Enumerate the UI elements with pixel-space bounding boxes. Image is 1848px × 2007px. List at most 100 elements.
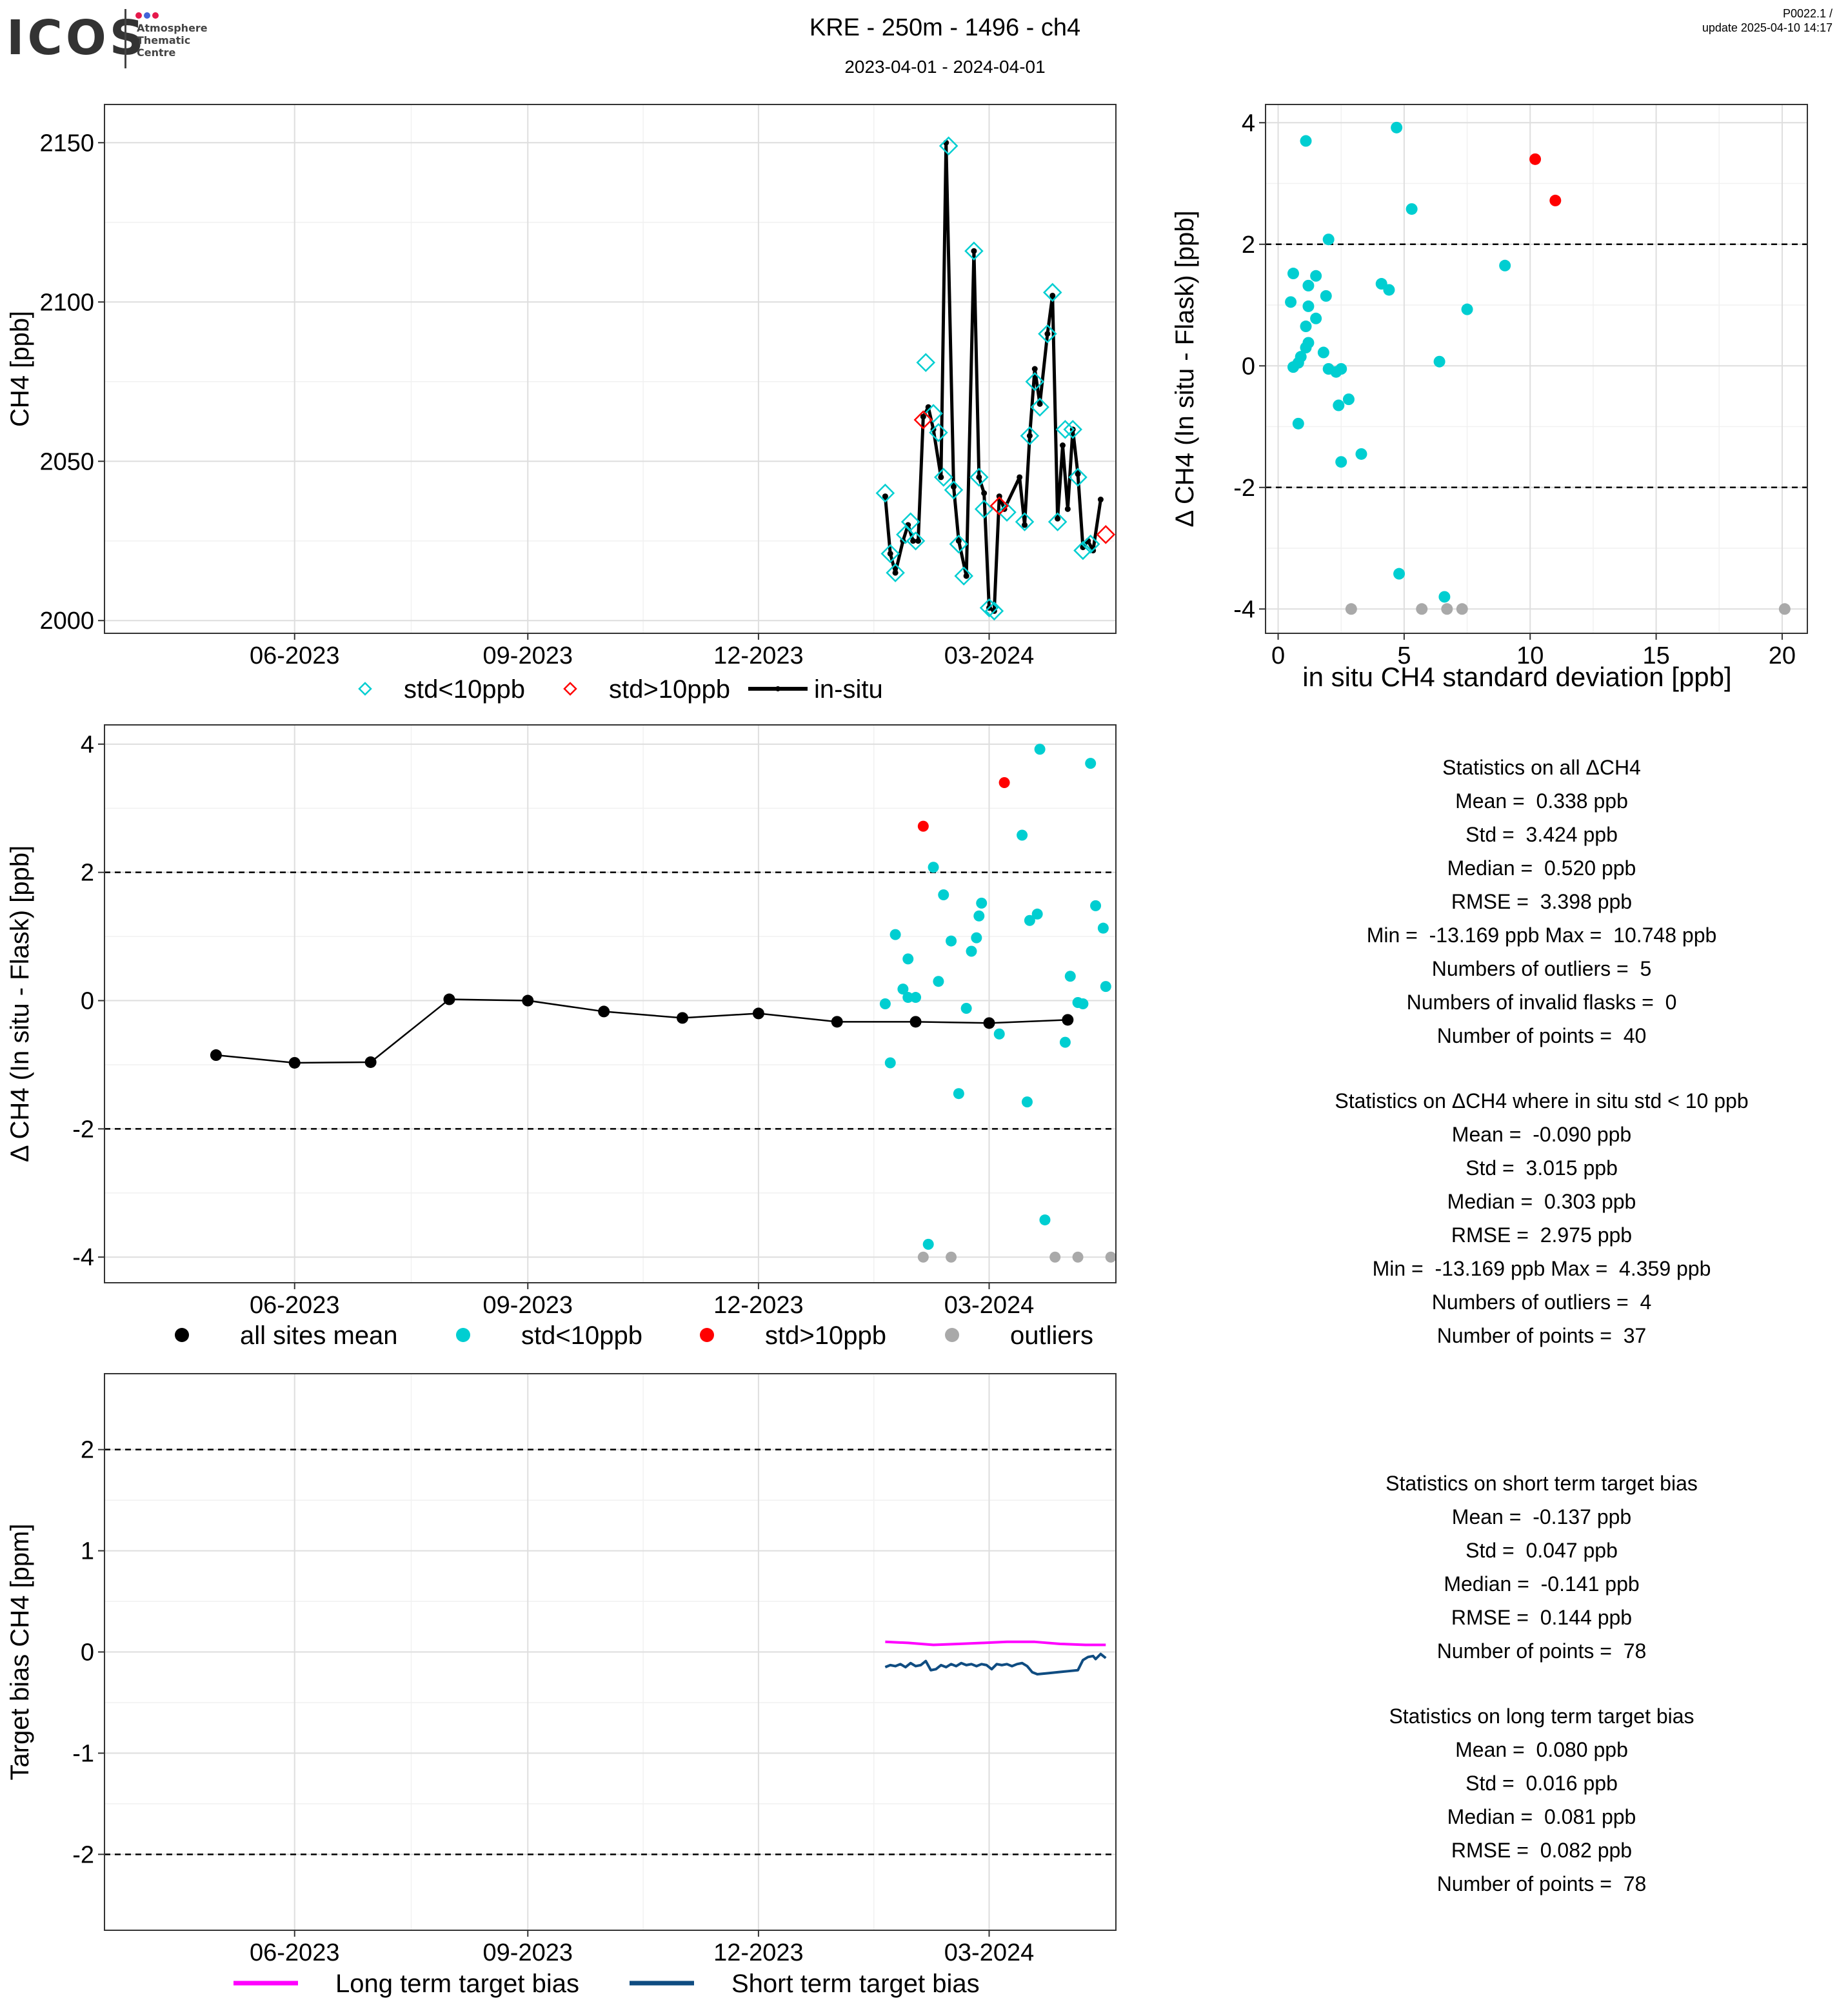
scatter-std-lt10-point: [1285, 296, 1297, 308]
flask-std-lt10-marker: [1073, 540, 1093, 560]
delta-std-lt10-point: [953, 1088, 964, 1100]
logo-subtitle: Atmosphere Thematic Centre: [137, 22, 208, 59]
delta-ts-x-tick-label: 03-2024: [944, 1292, 1034, 1319]
scatter-outlier-point: [1778, 603, 1791, 615]
insitu-point: [955, 538, 962, 544]
legend-mean-symbol: [175, 1328, 189, 1342]
all-sites-mean-point: [210, 1049, 222, 1062]
target-y-tick-label: 0: [81, 1639, 94, 1666]
legend-long-term-label: Long term target bias: [335, 1970, 579, 1998]
stats-rmse: RMSE = 0.082 ppb: [1451, 1839, 1633, 1862]
flask-std-lt10-marker: [984, 601, 1004, 621]
delta-std-lt10-point: [1100, 981, 1111, 993]
ch4-ts-x-tick-label: 09-2023: [483, 642, 573, 669]
stats-invalid: Numbers of invalid flasks = 0: [1406, 991, 1677, 1014]
insitu-point: [1055, 515, 1061, 522]
scatter-std-gt10-point: [1529, 153, 1542, 165]
insitu-point: [996, 493, 1002, 500]
scatter-x-tick-label: 0: [1271, 642, 1285, 669]
scatter-std-lt10-point: [1383, 284, 1395, 296]
insitu-point: [976, 474, 982, 480]
flask-std-lt10-marker: [886, 563, 905, 582]
long-term-bias-line: [885, 1640, 1106, 1646]
delta-std-lt10-point: [1064, 971, 1076, 982]
stats-all-delta: Statistics on all ΔCH4 Mean = 0.338 ppb …: [1219, 751, 1848, 1053]
flask-std-lt10-marker: [929, 423, 948, 442]
flask-std-lt10-marker: [1055, 420, 1075, 439]
stats-points: Number of points = 78: [1436, 1872, 1647, 1895]
scatter-std-lt10-point: [1300, 321, 1312, 333]
flask-std-lt10-marker: [1020, 426, 1040, 446]
insitu-point: [1037, 400, 1043, 407]
stats-points: Number of points = 78: [1436, 1639, 1647, 1663]
flask-std-lt10-marker: [944, 480, 964, 500]
delta-ts-x-tick-label: 12-2023: [713, 1292, 803, 1319]
ch4-ts-y-axis-label: CH4 [ppb]: [6, 311, 34, 427]
icos-logo: ICOS: [6, 10, 148, 66]
delta-ts-y-axis-label: Δ CH4 (In situ - Flask) [ppb]: [6, 845, 34, 1162]
short-term-bias-line: [884, 1652, 1107, 1676]
delta-std-gt10-point: [917, 820, 929, 832]
page-subtitle: 2023-04-01 - 2024-04-01: [844, 57, 1046, 77]
scatter-std-lt10-point: [1322, 233, 1335, 246]
scatter-y-tick-label: 2: [1242, 232, 1255, 259]
target-x-tick-label: 09-2023: [483, 1939, 573, 1966]
legend-std-lt10-label: std<10ppb: [521, 1321, 642, 1350]
delta-std-lt10-point: [897, 984, 909, 995]
stats-outliers: Numbers of outliers = 5: [1431, 957, 1652, 980]
flask-std-lt10-marker: [916, 353, 936, 372]
delta-std-lt10-point: [1077, 998, 1089, 1009]
target-y-tick-label: 1: [81, 1538, 94, 1565]
ch4-ts-y-tick-label: 2050: [39, 448, 94, 475]
logo-dot: [152, 12, 159, 19]
scatter-std-lt10-point: [1317, 346, 1329, 359]
flask-std-lt10-marker: [1068, 468, 1088, 487]
scatter-std-lt10-point: [1355, 448, 1367, 460]
scatter-std-lt10-point: [1406, 203, 1418, 215]
insitu-point: [1097, 497, 1104, 503]
stats-std: Std = 3.015 ppb: [1465, 1156, 1618, 1180]
stats-median: Median = 0.520 ppb: [1447, 856, 1636, 880]
insitu-point: [892, 569, 899, 576]
legend-std-lt10-label: std<10ppb: [404, 675, 525, 704]
delta-outlier-point: [1049, 1251, 1061, 1263]
delta-ts-x-tick-label: 06-2023: [250, 1292, 339, 1319]
stats-rmse: RMSE = 3.398 ppb: [1451, 890, 1633, 913]
scatter-x-tick-label: 20: [1769, 642, 1796, 669]
delta-std-lt10-point: [902, 953, 914, 965]
delta-ts-y-tick-label: 4: [81, 731, 94, 758]
delta-ts-y-tick-label: -2: [72, 1116, 94, 1143]
scatter-std-gt10-point: [1549, 194, 1562, 206]
all-sites-mean-line: [215, 998, 1068, 1064]
stats-title: Statistics on long term target bias: [1389, 1705, 1694, 1728]
stats-title: Statistics on short term target bias: [1386, 1472, 1698, 1495]
stats-points: Number of points = 40: [1436, 1024, 1647, 1047]
update-label: update 2025-04-10 14:17: [1702, 21, 1833, 34]
insitu-point: [882, 493, 888, 500]
stats-std-lt10-delta: Statistics on ΔCH4 where in situ std < 1…: [1219, 1084, 1848, 1352]
scatter-std-lt10-point: [1438, 591, 1451, 603]
legend-outliers-symbol: [945, 1328, 959, 1342]
delta-outlier-point: [1072, 1251, 1084, 1263]
insitu-point: [1064, 506, 1071, 512]
ch4-ts-y-tick-label: 2100: [39, 289, 94, 316]
logo-subtitle-line: Centre: [137, 46, 176, 59]
legend-insitu-dot: [775, 686, 780, 691]
scatter-y-tick-label: 4: [1242, 110, 1255, 137]
ch4-ts-plot-area: [104, 104, 1116, 633]
logo-divider: [124, 9, 126, 68]
legend-std-lt10-symbol: [456, 1328, 470, 1342]
delta-std-lt10-point: [889, 929, 901, 940]
legend-std-lt10-symbol: [358, 682, 372, 696]
target-x-tick-label: 12-2023: [713, 1939, 803, 1966]
delta-std-lt10-point: [973, 910, 985, 922]
flask-std-lt10-marker: [875, 483, 895, 503]
scatter-std-lt10-point: [1292, 417, 1304, 430]
delta-std-lt10-point: [1021, 1096, 1033, 1108]
stats-std: Std = 0.047 ppb: [1465, 1539, 1618, 1562]
insitu-point: [1017, 474, 1023, 480]
delta-ts-y-tick-label: -4: [72, 1244, 94, 1271]
delta-ts-y-tick-label: 2: [81, 860, 94, 887]
legend-std-gt10-symbol: [563, 682, 577, 696]
stats-median: Median = -0.141 ppb: [1444, 1572, 1640, 1596]
